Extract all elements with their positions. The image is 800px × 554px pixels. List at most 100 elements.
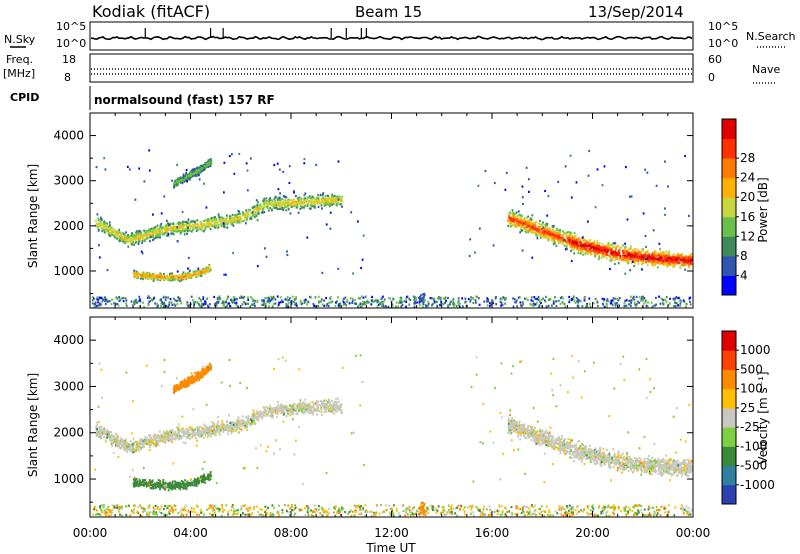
range-gate-cell (196, 219, 199, 222)
range-gate-cell (520, 220, 523, 223)
range-gate-cell (566, 244, 569, 247)
range-gate-cell (93, 305, 96, 308)
range-gate-cell (222, 219, 225, 222)
range-gate-cell (279, 207, 282, 210)
range-gate-cell (213, 224, 215, 227)
range-gate-cell (329, 204, 332, 207)
range-gate-cell (306, 303, 308, 306)
range-gate-cell (238, 221, 241, 224)
range-gate-cell (569, 231, 572, 234)
range-gate-cell (461, 305, 464, 308)
range-gate-cell (187, 226, 189, 229)
range-gate-cell (398, 300, 401, 303)
range-gate-cell (124, 235, 127, 238)
range-gate-cell (322, 192, 325, 195)
range-gate-cell (341, 205, 343, 208)
range-gate-cell (304, 300, 307, 303)
range-gate-cell (634, 303, 637, 306)
range-gate-cell (188, 227, 191, 230)
range-gate-cell (178, 228, 181, 231)
range-gate-cell (106, 222, 108, 225)
range-gate-cell (383, 298, 386, 301)
colorbar-segment (722, 158, 736, 179)
range-gate-cell (664, 213, 666, 216)
range-gate-cell (233, 216, 236, 219)
range-gate-cell (122, 238, 125, 242)
range-gate-cell (282, 170, 285, 173)
range-gate-cell (174, 181, 177, 184)
range-gate-cell (667, 251, 670, 254)
range-gate-cell (236, 213, 238, 216)
range-gate-cell (643, 253, 646, 256)
range-gate-cell (388, 297, 391, 300)
range-gate-cell (281, 206, 284, 209)
range-gate-cell (146, 437, 148, 440)
range-gate-cell (188, 269, 191, 272)
range-gate-cell (263, 303, 266, 306)
range-gate-cell (197, 273, 200, 276)
range-gate-cell (533, 296, 536, 299)
range-gate-cell (306, 203, 309, 206)
range-gate-cell (91, 295, 94, 298)
range-gate-cell (281, 201, 284, 204)
range-gate-cell (606, 303, 608, 306)
range-gate-cell (325, 297, 327, 300)
range-gate-cell (642, 248, 645, 251)
range-gate-cell (116, 434, 119, 437)
range-gate-cell (139, 448, 142, 451)
range-gate-cell (621, 254, 624, 257)
range-gate-cell (162, 296, 165, 299)
range-gate-cell (641, 256, 643, 260)
freq-panel-frame (89, 53, 694, 83)
date-title: 13/Sep/2014 (588, 3, 684, 21)
range-gate-cell (662, 251, 665, 254)
range-gate-cell (222, 300, 224, 303)
range-gate-cell (648, 255, 651, 258)
range-gate-cell (280, 299, 283, 302)
range-gate-cell (173, 297, 175, 300)
range-gate-cell (469, 299, 472, 302)
range-gate-cell (206, 269, 209, 272)
range-gate-cell (99, 425, 102, 428)
range-gate-cell (190, 230, 193, 233)
range-gate-cell (225, 299, 228, 302)
range-gate-cell (233, 429, 236, 432)
range-gate-cell (142, 237, 144, 240)
range-gate-cell (511, 223, 514, 226)
range-gate-cell (162, 233, 164, 236)
range-gate-cell (289, 297, 291, 300)
range-gate-cell (667, 303, 670, 306)
range-gate-cell (679, 258, 682, 261)
range-gate-cell (520, 218, 522, 221)
range-gate-cell (159, 272, 161, 275)
range-gate-cell (593, 249, 596, 252)
range-gate-cell (536, 229, 539, 232)
range-gate-cell (664, 257, 667, 260)
range-gate-cell (688, 266, 690, 269)
range-gate-cell (200, 228, 203, 231)
range-gate-cell (95, 298, 98, 301)
range-gate-cell (594, 243, 597, 246)
range-gate-cell (552, 238, 554, 242)
range-gate-cell (629, 257, 632, 260)
range-gate-cell (104, 302, 107, 306)
range-gate-cell (644, 168, 646, 171)
range-gate-cell (151, 298, 153, 301)
range-gate-cell (281, 198, 284, 201)
range-gate-cell (595, 250, 598, 253)
range-gate-cell (559, 302, 562, 305)
range-gate-cell (676, 254, 678, 258)
range-gate-cell (472, 301, 475, 305)
range-gate-cell (537, 222, 540, 225)
range-gate-cell (590, 245, 592, 248)
range-gate-cell (207, 163, 209, 166)
range-gate-cell (540, 298, 543, 301)
range-gate-cell (547, 194, 550, 198)
range-gate-cell (217, 213, 220, 216)
range-gate-cell (158, 430, 161, 433)
range-gate-cell (457, 297, 460, 300)
range-gate-cell (186, 276, 188, 279)
range-gate-cell (625, 166, 627, 169)
range-gate-cell (155, 229, 158, 232)
range-gate-cell (186, 230, 189, 233)
